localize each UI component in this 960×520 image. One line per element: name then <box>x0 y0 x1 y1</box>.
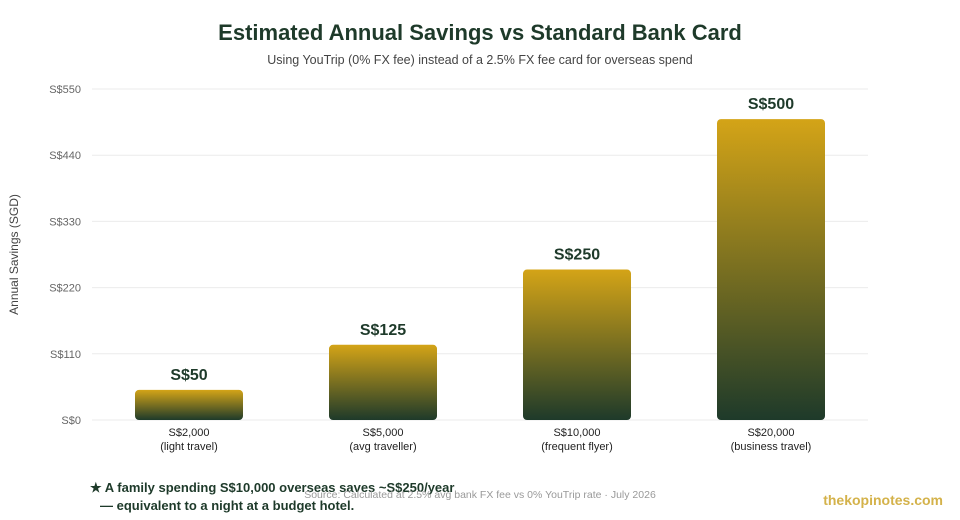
x-tick-label: (frequent flyer) <box>541 441 613 453</box>
y-tick-label: S$110 <box>50 349 81 361</box>
x-tick-label: (business travel) <box>731 441 812 453</box>
y-tick-label: S$220 <box>49 283 81 295</box>
y-tick-label: S$0 <box>61 415 81 427</box>
y-axis-label: Annual Savings (SGD) <box>7 194 21 315</box>
x-tick-label: (light travel) <box>160 441 217 453</box>
bar-value-label: S$500 <box>748 96 794 113</box>
x-tick-label: (avg traveller) <box>349 441 416 453</box>
bar-value-label: S$250 <box>554 247 600 264</box>
brand-watermark: thekopinotes.com <box>823 492 943 508</box>
bar <box>135 389 243 420</box>
chart-subtitle: Using YouTrip (0% FX fee) instead of a 2… <box>267 53 693 67</box>
footnote-line-2: — equivalent to a night at a budget hote… <box>100 498 355 513</box>
y-tick-label: S$330 <box>49 216 81 228</box>
bar <box>523 269 631 420</box>
x-tick-label: S$20,000 <box>747 427 794 439</box>
footnote: ★ A family spending S$10,000 overseas sa… <box>90 479 454 515</box>
x-tick-label: S$2,000 <box>169 427 210 439</box>
x-tick-label: S$5,000 <box>363 427 404 439</box>
source-note: Source: Calculated at 2.5% avg bank FX f… <box>304 489 656 501</box>
bar-value-label: S$50 <box>170 367 207 384</box>
bar-value-label: S$125 <box>360 322 406 339</box>
chart-title: Estimated Annual Savings vs Standard Ban… <box>218 20 742 45</box>
bar <box>717 119 825 420</box>
y-tick-label: S$440 <box>49 150 81 162</box>
bar <box>329 344 437 420</box>
y-tick-label: S$550 <box>49 84 81 96</box>
footnote-line-1: ★ A family spending S$10,000 overseas sa… <box>90 480 455 495</box>
x-tick-label: S$10,000 <box>553 427 600 439</box>
